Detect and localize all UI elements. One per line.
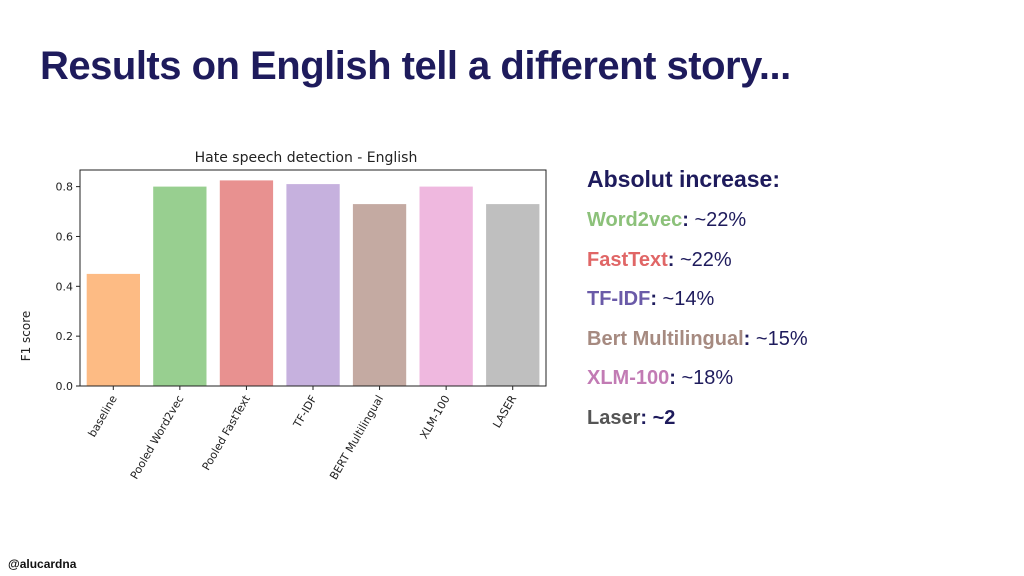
x-tick-label: LASER xyxy=(490,393,519,431)
bar-chart: Hate speech detection - English F1 score… xyxy=(19,150,547,482)
increase-item-value: ~14% xyxy=(662,288,715,310)
increase-item-value: ~15% xyxy=(755,327,808,350)
bar-tf-idf xyxy=(286,184,340,386)
increase-item: XLM-100: ~18% xyxy=(587,365,808,405)
bar-laser xyxy=(486,204,540,386)
increase-item-name: Bert Multilingual xyxy=(587,327,744,350)
increase-item-name: XLM-100 xyxy=(587,367,670,389)
increase-item-separator: : xyxy=(743,327,756,350)
author-handle: @alucardna xyxy=(8,557,77,571)
increase-item: FastText: ~22% xyxy=(587,247,808,287)
bar-bert-multilingual xyxy=(352,204,407,386)
y-tick-label: 0.4 xyxy=(56,280,74,293)
increase-item-value: ~22% xyxy=(694,209,747,231)
increase-item-name: FastText xyxy=(587,248,668,271)
bar-baseline xyxy=(86,273,140,386)
increase-item-value: ~22% xyxy=(679,248,732,271)
chart-title: Hate speech detection - English xyxy=(195,150,418,166)
x-tick-label: BERT Multilingual xyxy=(327,393,386,482)
y-tick-label: 0.6 xyxy=(56,230,74,243)
x-tick-label: XLM-100 xyxy=(417,393,452,441)
increase-item-separator: : xyxy=(667,248,680,271)
bar-pooled-word2vec xyxy=(153,186,207,386)
x-tick-label: baseline xyxy=(86,393,120,440)
increase-item-name: TF-IDF xyxy=(587,288,651,310)
increase-panel: Absolut increase: Word2vec: ~22% FastText… xyxy=(587,166,808,444)
increase-item: TF-IDF: ~14% xyxy=(587,286,808,326)
y-axis-label: F1 score xyxy=(19,311,33,362)
increase-item-value: ~18% xyxy=(681,367,734,389)
increase-item-separator: : xyxy=(669,367,682,389)
increase-item: Laser: ~2 xyxy=(587,405,808,445)
x-tick-label: TF-IDF xyxy=(290,393,319,431)
plot-frame xyxy=(79,169,547,387)
increase-item: Word2vec: ~22% xyxy=(587,207,808,247)
increase-item-name: Word2vec xyxy=(587,209,683,231)
increase-item-separator: : xyxy=(640,406,653,429)
increase-item: Bert Multilingual: ~15% xyxy=(587,326,808,366)
increase-item-separator: : xyxy=(650,288,663,310)
increase-item-name: Laser xyxy=(587,406,641,429)
increase-item-separator: : xyxy=(682,209,695,231)
bar-xlm-100 xyxy=(419,186,473,386)
x-tick-label: Pooled FastText xyxy=(200,392,254,472)
y-tick-label: 0.0 xyxy=(56,380,74,393)
slide-title: Results on English tell a different stor… xyxy=(40,44,791,88)
y-tick-label: 0.2 xyxy=(56,330,74,343)
bar-pooled-fasttext xyxy=(219,180,274,386)
x-tick-label: Pooled Word2vec xyxy=(128,393,187,481)
y-tick-label: 0.8 xyxy=(56,181,74,194)
increase-heading: Absolut increase: xyxy=(587,166,780,192)
increase-item-value: ~2 xyxy=(652,406,676,429)
